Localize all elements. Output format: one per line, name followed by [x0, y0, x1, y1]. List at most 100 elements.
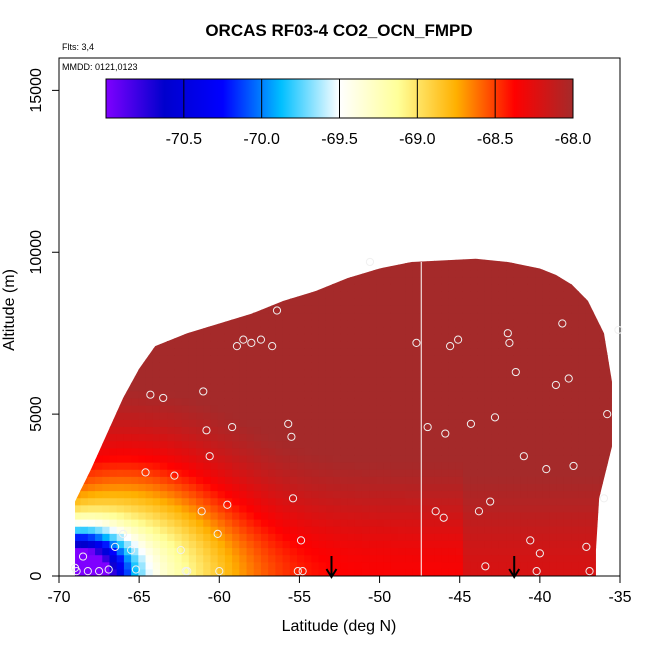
heatmap-cell [599, 383, 608, 392]
heatmap-cell [253, 426, 262, 435]
heatmap-cell [333, 454, 341, 463]
sample-point [268, 342, 277, 351]
heatmap-cell [210, 504, 219, 513]
heatmap-cell [116, 462, 125, 470]
heatmap-cell [448, 540, 457, 549]
heatmap-cell [390, 476, 399, 484]
heatmap-cell [535, 362, 543, 371]
heatmap-cell [297, 298, 305, 306]
heatmap-cell [203, 419, 212, 428]
heatmap-cell [448, 504, 457, 513]
heatmap-cell [484, 397, 493, 406]
heatmap-cell [528, 248, 536, 256]
heatmap-cell [520, 312, 529, 321]
heatmap-cell [116, 340, 125, 349]
heatmap-cell [131, 283, 139, 292]
heatmap-cell [87, 298, 96, 306]
heatmap-cell [260, 383, 269, 392]
heatmap-cell [405, 433, 414, 442]
heatmap-cell [491, 362, 500, 371]
heatmap-cell [188, 283, 197, 292]
heatmap-cell [174, 447, 183, 456]
heatmap-cell [253, 561, 262, 570]
heatmap-cell [318, 305, 327, 314]
heatmap-cell [282, 462, 291, 470]
heatmap-cell [455, 519, 464, 527]
heatmap-cell [102, 376, 111, 385]
heatmap-cell [318, 262, 327, 271]
heatmap-cell [131, 369, 139, 378]
heatmap-cell [578, 390, 587, 399]
heatmap-cell [542, 433, 551, 442]
heatmap-cell [297, 433, 305, 442]
heatmap-cell [462, 497, 471, 506]
heatmap-cell [484, 483, 493, 492]
heatmap-cell [87, 454, 96, 463]
heatmap-cell [253, 298, 262, 306]
heatmap-cell [318, 390, 327, 399]
heatmap-cell [412, 511, 421, 520]
heatmap-cell [282, 405, 291, 413]
heatmap-cell [599, 469, 608, 477]
heatmap-cell [571, 412, 579, 420]
heatmap-cell [419, 490, 428, 499]
heatmap-cell [578, 554, 587, 563]
heatmap-cell [239, 511, 248, 520]
heatmap-cell [253, 533, 262, 541]
heatmap-cell [116, 319, 125, 328]
heatmap-cell [275, 298, 284, 306]
heatmap-cell [174, 383, 183, 392]
sample-point [94, 567, 104, 576]
heatmap-cell [159, 483, 168, 492]
heatmap-cell [282, 390, 291, 399]
heatmap-cell [304, 490, 313, 499]
heatmap-cell [426, 340, 435, 349]
heatmap-cell [181, 355, 190, 363]
heatmap-cell [174, 554, 183, 563]
heatmap-cell [405, 504, 414, 513]
heatmap-cell [282, 333, 291, 342]
heatmap-cell [592, 291, 601, 299]
heatmap-cell [556, 298, 565, 306]
heatmap-cell [556, 433, 565, 442]
heatmap-cell [462, 362, 471, 371]
heatmap-cell [347, 519, 356, 527]
heatmap-cell [87, 369, 96, 378]
heatmap-cell [361, 362, 370, 371]
heatmap-cell [311, 326, 320, 335]
heatmap-cell [484, 419, 493, 428]
heatmap-cell [390, 305, 399, 314]
heatmap-cell [145, 348, 154, 356]
heatmap-cell [311, 291, 320, 299]
heatmap-cell [462, 383, 471, 392]
heatmap-cell [109, 355, 118, 363]
heatmap-cell [196, 511, 204, 520]
heatmap-cell [203, 283, 212, 292]
heatmap-cell [527, 469, 536, 477]
heatmap-cell [80, 476, 89, 484]
heatmap-cell [232, 312, 240, 321]
heatmap-cell [304, 405, 313, 413]
heatmap-cell [297, 426, 305, 435]
heatmap-cell [224, 547, 233, 556]
heatmap-cell [87, 258, 96, 264]
heatmap-cell [441, 568, 450, 576]
heatmap-cell [181, 469, 190, 477]
heatmap-cell [361, 519, 370, 527]
heatmap-cell [477, 476, 486, 484]
heatmap-cell [196, 276, 204, 285]
heatmap-cell [361, 319, 370, 328]
heatmap-cell [578, 490, 587, 499]
heatmap-cell [477, 340, 486, 349]
heatmap-cell [614, 391, 622, 399]
heatmap-cell [131, 348, 139, 356]
heatmap-cell [354, 269, 363, 278]
heatmap-cell [398, 419, 406, 428]
heatmap-cell [571, 276, 579, 285]
heatmap-cell [275, 426, 284, 435]
heatmap-cell [383, 433, 392, 442]
heatmap-cell [614, 533, 622, 541]
heatmap-cell [232, 283, 240, 292]
heatmap-cell [181, 419, 190, 428]
heatmap-cell [470, 540, 478, 549]
